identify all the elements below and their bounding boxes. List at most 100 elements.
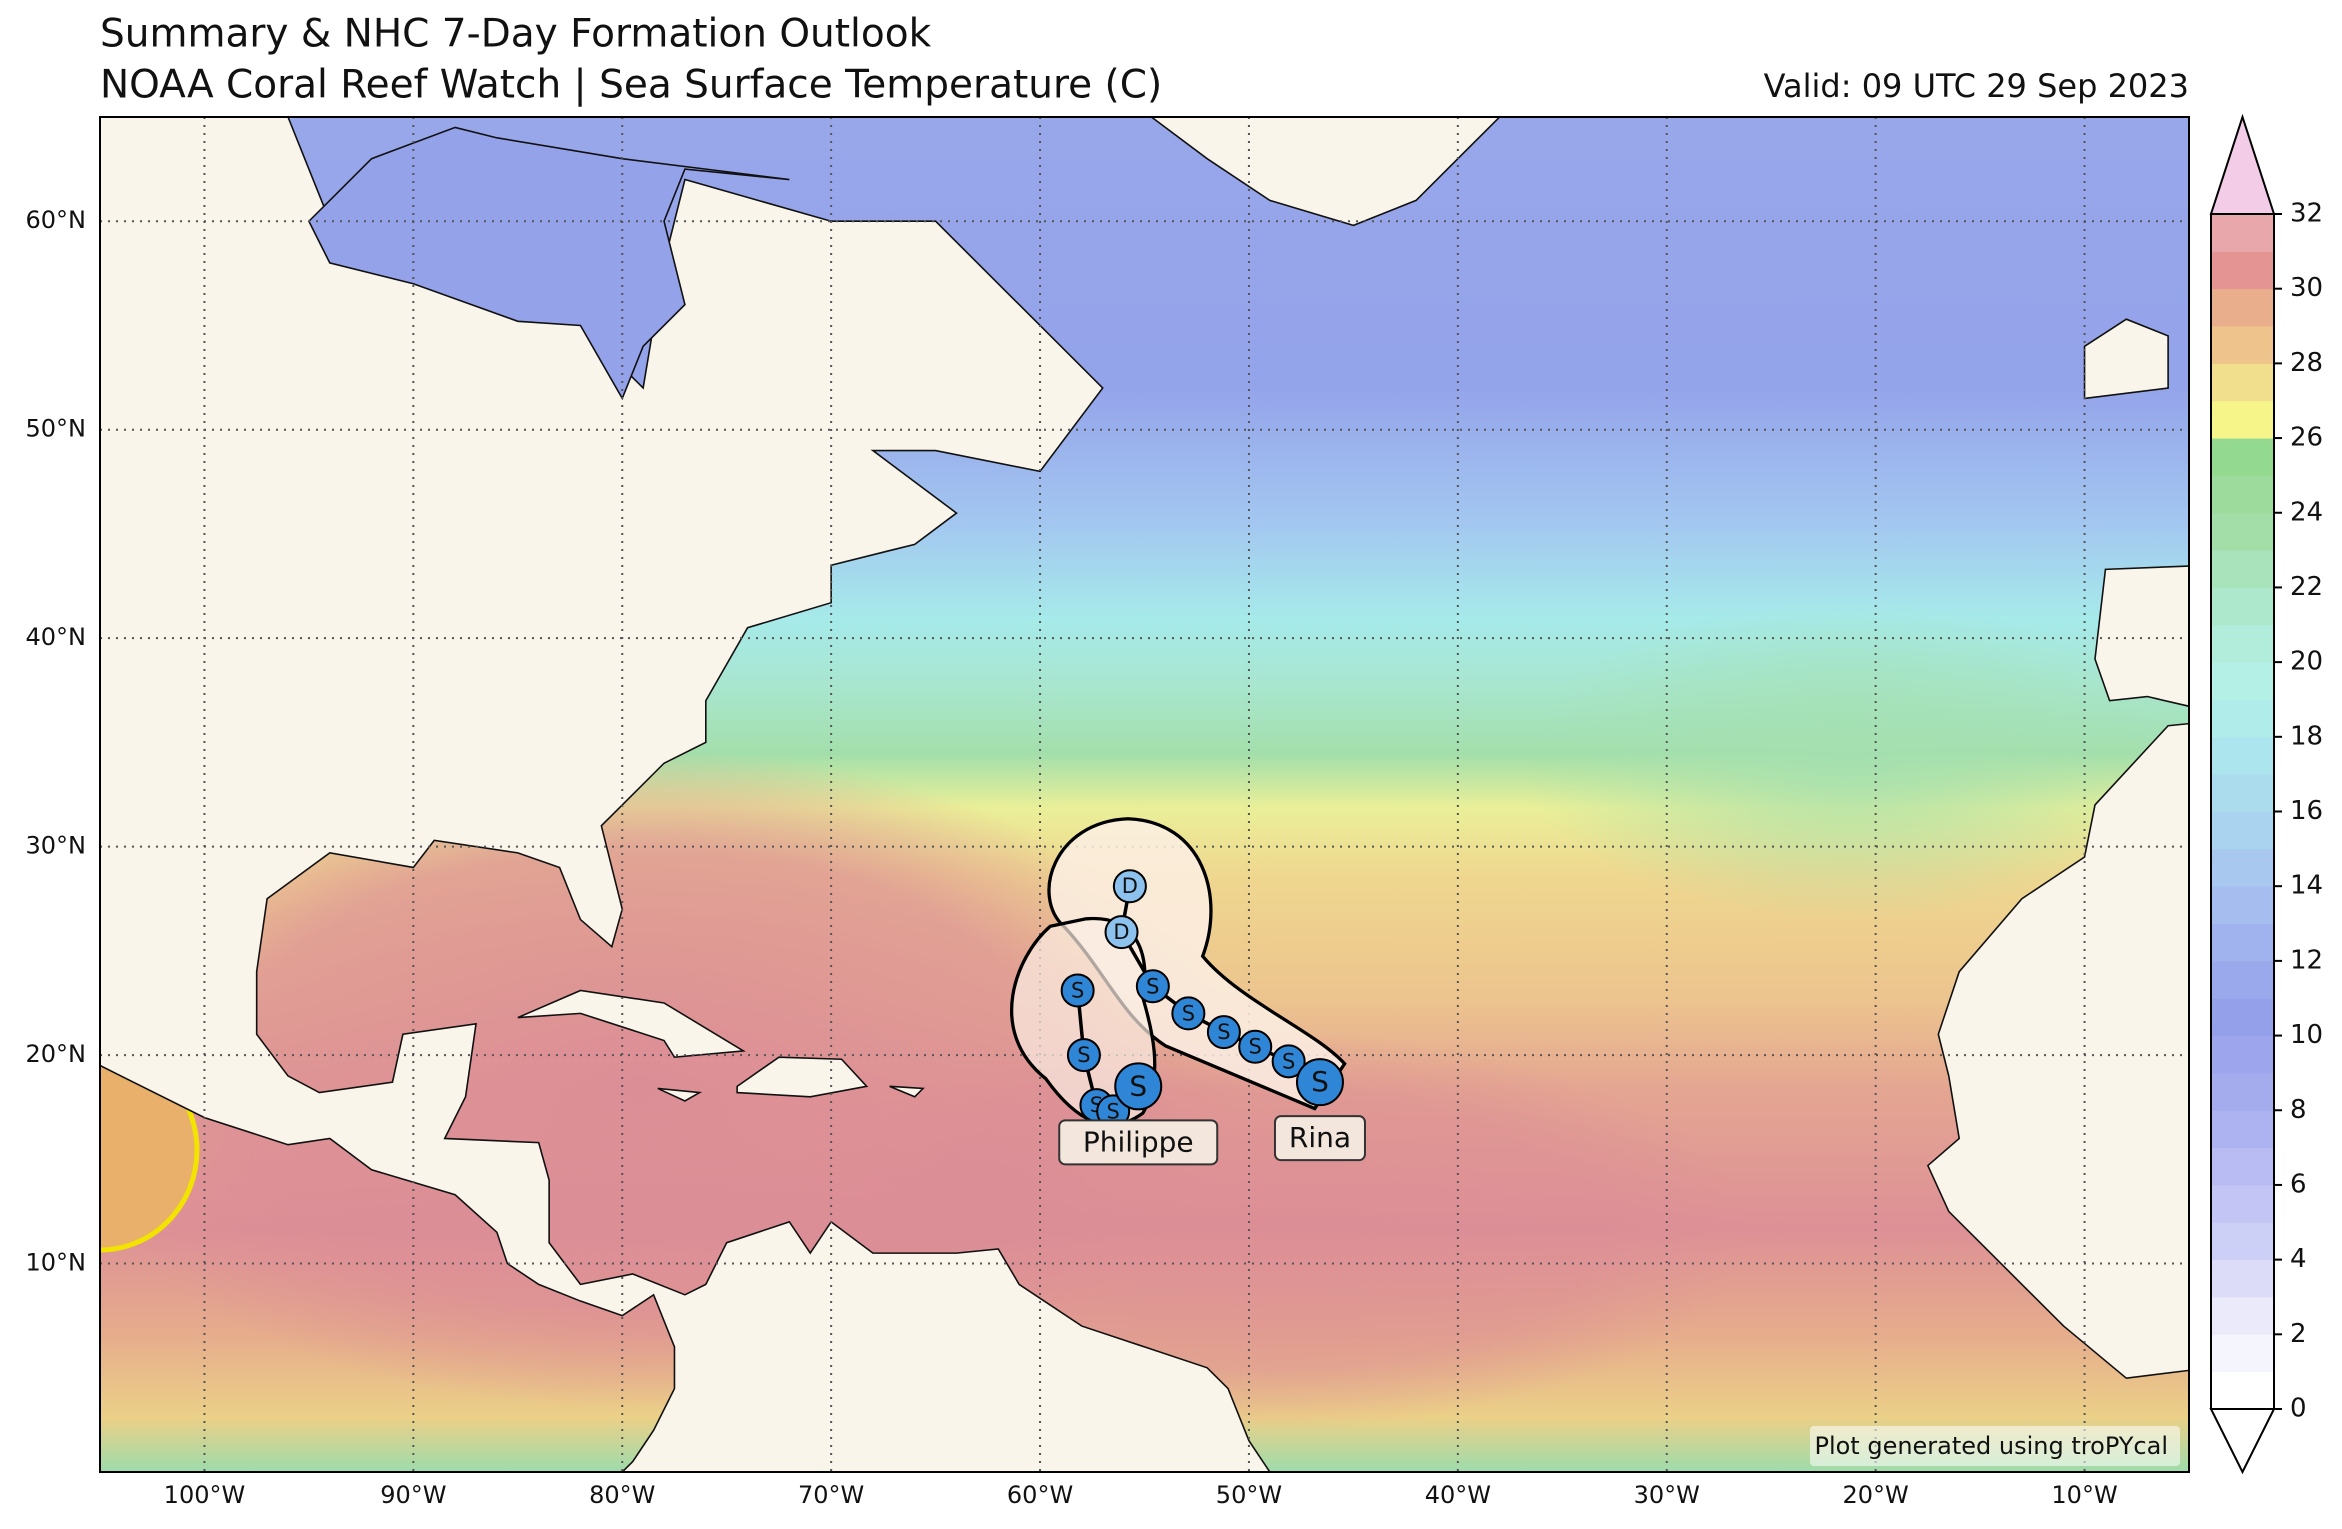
valid-time: Valid: 09 UTC 29 Sep 2023	[1764, 67, 2189, 105]
storm-point	[1206, 1015, 1241, 1050]
colorbar-band	[2211, 214, 2274, 252]
storm-point	[1104, 915, 1139, 950]
colorbar-tick-label: 8	[2290, 1095, 2307, 1125]
overlay	[100, 117, 2189, 1472]
storm-type: S	[1217, 1020, 1230, 1044]
storm-type: S	[1071, 978, 1084, 1002]
storm-point	[1171, 996, 1206, 1031]
storm-point	[1112, 869, 1147, 904]
colorbar-band	[2211, 475, 2274, 514]
land	[2094, 565, 2189, 708]
colorbar-tick-label: 24	[2290, 497, 2323, 527]
colorbar-tick-label: 20	[2290, 647, 2323, 677]
colorbar-band	[2211, 1222, 2274, 1261]
land	[100, 117, 1271, 1472]
subtitle: NOAA Coral Reef Watch | Sea Surface Temp…	[100, 63, 1162, 108]
colorbar-band	[2211, 699, 2274, 738]
colorbar-band	[2211, 886, 2274, 925]
colorbar-tick-label: 18	[2290, 721, 2323, 751]
colorbar-tick-label: 30	[2290, 273, 2323, 303]
colorbar-band	[2211, 923, 2274, 962]
colorbar-band	[2211, 550, 2274, 588]
colorbar-band	[2211, 736, 2274, 775]
storm-point	[1066, 1038, 1101, 1073]
colorbar-band	[2211, 662, 2274, 700]
lat-tick-label: 20°N	[26, 1040, 87, 1068]
colorbar-band	[2211, 587, 2274, 626]
colorbar-tick-label: 28	[2290, 348, 2323, 378]
colorbar-tick-label: 14	[2290, 871, 2323, 901]
land	[736, 1056, 869, 1098]
land	[1150, 117, 1501, 227]
colorbar-band	[2211, 1184, 2274, 1223]
colorbar-band	[2211, 774, 2274, 812]
lon-tick-label: 70°W	[798, 1481, 864, 1509]
credit-box	[1810, 1426, 2180, 1466]
lon-tick-label: 20°W	[1843, 1481, 1909, 1509]
colorbar-band	[2211, 1296, 2274, 1335]
storm-type: S	[1182, 1001, 1195, 1025]
land	[889, 1085, 925, 1098]
colorbar-band	[2211, 1035, 2274, 1074]
colorbar-band	[2211, 1334, 2274, 1373]
storm-type: D	[1113, 920, 1129, 944]
map-frame	[99, 116, 2190, 1473]
storm-label-box	[1058, 1119, 1219, 1166]
lat-tick-label: 50°N	[26, 415, 87, 443]
lon-tick-label: 100°W	[164, 1481, 246, 1509]
cool-water	[1520, 600, 2180, 920]
lat-tick-label: 40°N	[26, 623, 87, 651]
colorbar-band	[2211, 848, 2274, 887]
storm-point	[1295, 1058, 1344, 1107]
lon-tick-label: 90°W	[380, 1481, 446, 1509]
colorbar-band	[2211, 998, 2274, 1037]
colorbar-under	[2209, 1408, 2276, 1475]
colorbar-band	[2211, 1110, 2274, 1149]
colorbar-over	[2209, 113, 2276, 215]
colorbar-band	[2211, 251, 2274, 290]
storm-label-box	[1273, 1115, 1366, 1162]
storm-name: Rina	[1289, 1121, 1351, 1154]
colorbar-band	[2211, 512, 2274, 551]
lon-tick-label: 30°W	[1634, 1481, 1700, 1509]
colorbar-tick-label: 32	[2290, 199, 2323, 229]
colorbar-band	[2211, 363, 2274, 402]
lat-tick-label: 10°N	[26, 1249, 87, 1277]
colorbar-tick-label: 2	[2290, 1319, 2307, 1349]
lon-tick-label: 40°W	[1425, 1481, 1491, 1509]
colorbar-tick-label: 10	[2290, 1020, 2323, 1050]
credit: Plot generated using troPYcal	[1814, 1432, 2168, 1460]
land	[1926, 722, 2189, 1380]
storm-type: S	[1106, 1099, 1119, 1123]
colorbar-band	[2211, 438, 2274, 476]
land	[657, 1087, 703, 1102]
colorbar-tick-label: 4	[2290, 1244, 2307, 1274]
map-area	[100, 117, 2189, 1472]
colorbar-band	[2211, 624, 2274, 663]
colorbar-band	[2211, 326, 2274, 364]
storm-type: S	[1311, 1065, 1329, 1098]
colorbar-tick-label: 26	[2290, 423, 2323, 453]
storm-point	[1060, 973, 1095, 1008]
storm-point	[1135, 969, 1170, 1004]
lon-tick-label: 60°W	[1007, 1481, 1073, 1509]
colorbar-band	[2211, 1072, 2274, 1111]
colorbar-band	[2211, 1371, 2274, 1410]
colorbar-tick-label: 12	[2290, 945, 2323, 975]
land	[517, 989, 746, 1059]
storm-type: S	[1249, 1035, 1262, 1059]
colorbar-tick-label: 0	[2290, 1394, 2307, 1424]
lon-tick-label: 50°W	[1216, 1481, 1282, 1509]
lat-tick-label: 60°N	[26, 206, 87, 234]
storm-type: S	[1282, 1049, 1295, 1073]
hudson-bay	[307, 126, 790, 401]
colorbar-band	[2211, 1147, 2274, 1186]
storm-point	[1238, 1029, 1273, 1064]
colorbar-band	[2211, 811, 2274, 850]
storm-type: D	[1122, 874, 1138, 898]
title: Summary & NHC 7-Day Formation Outlook	[100, 12, 932, 57]
lon-tick-label: 80°W	[589, 1481, 655, 1509]
